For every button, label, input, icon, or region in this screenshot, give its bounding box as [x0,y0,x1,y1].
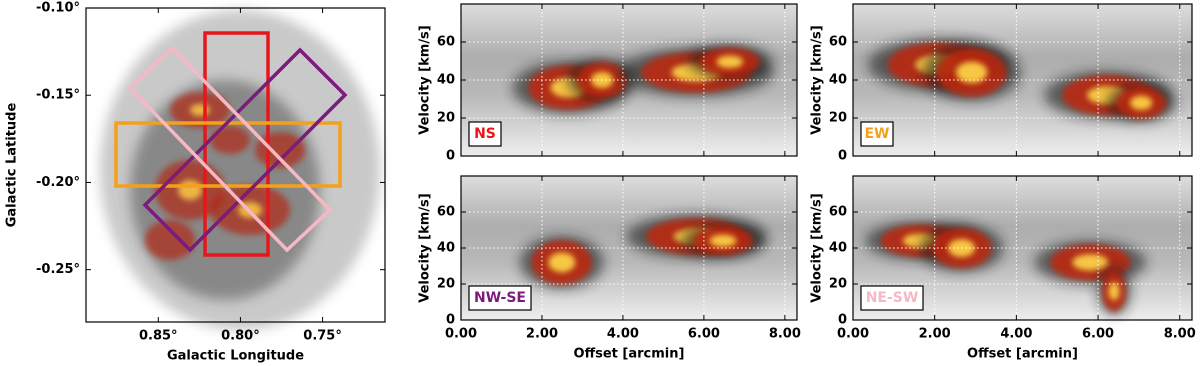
y-tick-label: -0.25° [36,262,80,277]
axes-frame [460,3,798,157]
y-tick-label: 40 [437,241,455,256]
axes-frame [85,7,386,323]
map-emission [210,126,250,154]
pv-emission [1129,95,1153,111]
x-axis-label: Offset [arcmin] [574,347,685,362]
panel-label-box [860,285,924,311]
y-tick-label: 0 [446,313,455,328]
x-tick-label: 8.00 [1164,327,1196,342]
x-axis-label: Galactic Longitude [167,349,304,364]
panel-label-box [468,121,502,147]
x-tick-label: 2.00 [919,327,951,342]
pv-emission [1108,282,1120,301]
y-tick-label: 60 [437,35,455,50]
pv-image [853,4,1192,156]
panel-label: NW-SE [474,290,526,306]
x-axis-label: Offset [arcmin] [967,347,1078,362]
y-tick-label: 0 [446,149,455,164]
axes-frame [852,3,1193,157]
map-emission [190,104,210,116]
pv-emission [709,234,737,248]
x-tick-label: 0.75° [303,329,342,344]
y-tick-label: 60 [829,205,847,220]
axes-frame [460,175,798,321]
map-emission [255,132,305,168]
x-tick-label: 0.85° [139,329,178,344]
map-emission [145,220,195,260]
y-tick-label: -0.20° [36,175,80,190]
x-tick-label: 0.00 [445,327,477,342]
y-tick-label: 60 [829,35,847,50]
y-axis-label: Velocity [km/s] [810,193,825,303]
panel-label-box [860,121,894,147]
y-tick-label: -0.10° [36,1,80,16]
x-tick-label: 0.00 [837,327,869,342]
y-axis-label: Galactic Latitude [5,103,20,228]
pv-emission [955,61,988,84]
y-tick-label: 0 [838,149,847,164]
y-tick-label: 40 [829,73,847,88]
y-tick-label: 20 [437,111,455,126]
map-emission [178,180,202,200]
axes-frame [852,175,1193,321]
y-tick-label: 0 [838,313,847,328]
pv-emission [716,55,744,69]
y-tick-label: 20 [829,111,847,126]
x-tick-label: 6.00 [688,327,720,342]
y-tick-label: 20 [437,277,455,292]
x-tick-label: 4.00 [607,327,639,342]
cut-outline [127,45,333,253]
y-tick-label: 20 [829,277,847,292]
cut-outline [142,47,348,253]
y-tick-label: -0.15° [36,88,80,103]
y-tick-label: 60 [437,205,455,220]
panel-label: NE-SW [866,290,919,306]
map-image [100,10,380,330]
x-tick-label: 0.80° [221,329,260,344]
y-axis-label: Velocity [km/s] [418,25,433,135]
panel-label: NS [474,126,496,142]
pv-emission [548,252,576,273]
y-tick-label: 40 [437,73,455,88]
y-tick-label: 40 [829,241,847,256]
x-tick-label: 2.00 [526,327,558,342]
panel-label-box [468,285,532,311]
y-axis-label: Velocity [km/s] [810,25,825,135]
pv-emission [1072,254,1109,271]
x-tick-label: 4.00 [1000,327,1032,342]
panel-label: EW [864,126,889,142]
y-axis-label: Velocity [km/s] [418,193,433,303]
x-tick-label: 8.00 [769,327,801,342]
x-tick-label: 6.00 [1082,327,1114,342]
